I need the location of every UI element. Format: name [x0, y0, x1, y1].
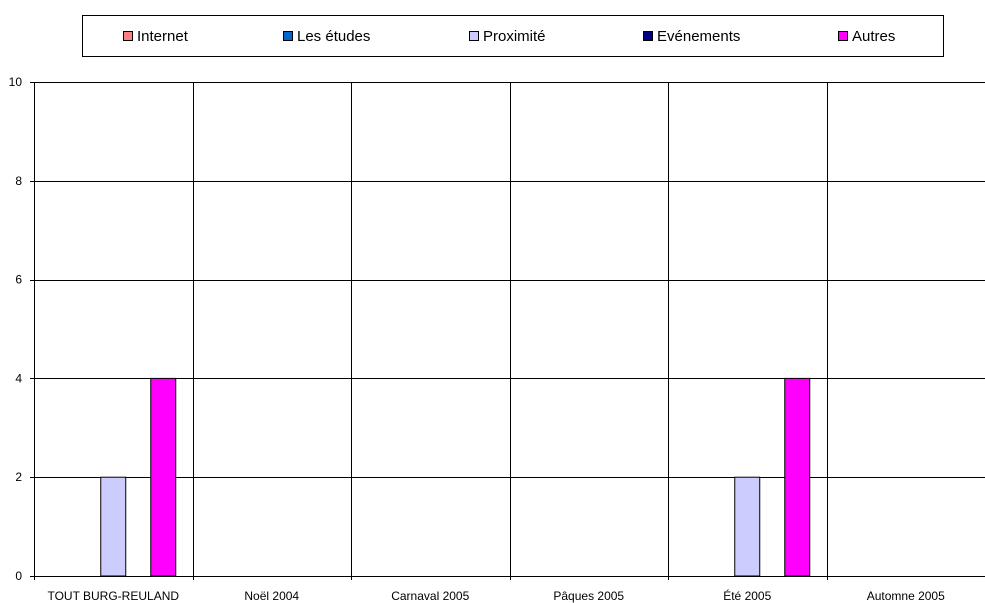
bar: [100, 476, 127, 577]
y-tick-labels: 0 2 4 6 8 10: [9, 75, 23, 583]
y-tick-label: 10: [9, 75, 23, 89]
bar: [150, 377, 177, 577]
legend-swatch: [838, 31, 848, 41]
x-tick-label: Carnaval 2005: [391, 589, 469, 603]
bar: [734, 476, 761, 577]
x-tick-label: Été 2005: [723, 588, 771, 603]
y-tick-label: 0: [15, 569, 22, 583]
x-tick-labels: TOUT BURG-REULAND Noël 2004 Carnaval 2005 P…: [47, 588, 945, 603]
x-tick-label: Automne 2005: [867, 589, 945, 603]
y-tick-label: 6: [15, 273, 22, 287]
legend-label: Internet: [137, 28, 189, 45]
x-tick-label: Noël 2004: [244, 589, 299, 603]
legend: Internet Les études Proximité Evénements Aut…: [82, 15, 944, 57]
legend-swatch: [643, 31, 653, 41]
legend-label: Proximité: [483, 28, 546, 45]
gridlines: [34, 82, 985, 478]
y-tick-label: 2: [15, 470, 22, 484]
y-tick-label: 8: [15, 174, 22, 188]
bar: [784, 377, 811, 577]
category-separators: [193, 82, 828, 576]
x-tick-label: Pâques 2005: [553, 589, 624, 603]
legend-label: Autres: [852, 28, 895, 45]
axes: [30, 82, 985, 580]
legend-label: Evénements: [657, 28, 740, 45]
legend-swatch: [123, 31, 133, 41]
legend-box: [82, 15, 944, 57]
legend-swatch: [469, 31, 479, 41]
y-tick-label: 4: [15, 371, 22, 385]
x-tick-label: TOUT BURG-REULAND: [47, 589, 179, 603]
legend-label: Les études: [297, 28, 370, 45]
legend-swatch: [283, 31, 293, 41]
